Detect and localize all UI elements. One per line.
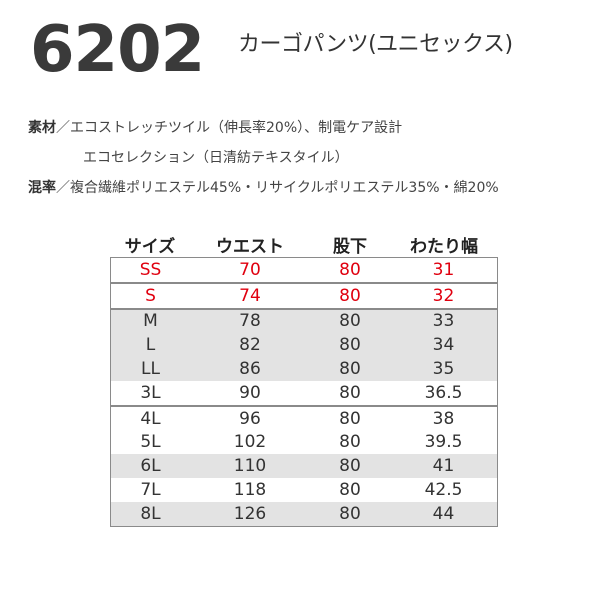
product-name: カーゴパンツ(ユニセックス) xyxy=(238,32,513,57)
waist-cell: 102 xyxy=(233,432,267,453)
waist-cell: 86 xyxy=(190,357,310,381)
header-inseam: 股下 xyxy=(333,236,367,257)
thigh-cell: 42.5 xyxy=(390,478,498,502)
table-row: 3L 90 80 36.5 xyxy=(110,380,498,406)
size-cell: LL xyxy=(110,357,190,381)
inseam-cell: 80 xyxy=(339,432,361,453)
inseam-cell: 80 xyxy=(339,480,361,501)
header-size: サイズ xyxy=(124,236,176,257)
waist-cell: 78 xyxy=(190,308,310,334)
waist-cell: 74 xyxy=(190,282,310,309)
table-row: M 78 80 33 xyxy=(110,308,498,334)
thigh-cell: 31 xyxy=(390,257,498,283)
thigh-cell: 35 xyxy=(390,357,498,381)
waist-cell: 70 xyxy=(190,257,310,283)
thigh-cell: 38 xyxy=(390,405,498,431)
blend-text: ／複合繊維ポリエステル45%・リサイクルポリエステル35%・綿20% xyxy=(56,180,499,196)
thigh-cell: 32 xyxy=(390,282,498,309)
size-cell: M xyxy=(110,308,190,334)
inseam-cell: 80 xyxy=(310,454,390,479)
inseam-cell: 80 xyxy=(310,333,390,358)
material-label: 素材 xyxy=(28,120,56,136)
table-row: 7L 118 80 42.5 xyxy=(110,478,498,502)
inseam-cell: 80 xyxy=(310,357,390,381)
size-cell: S xyxy=(110,282,190,309)
material-text: ／エコストレッチツイル（伸長率20%）、制電ケア設計 xyxy=(56,120,403,136)
waist-cell: 90 xyxy=(190,381,310,406)
thigh-cell: 34 xyxy=(390,333,498,358)
size-table: サイズ ウエスト 股下 わたり幅 SS 70 80 31 S 74 80 32 M 78 80 33 L… xyxy=(110,231,498,527)
inseam-cell: 80 xyxy=(310,381,390,406)
model-number: 6202 xyxy=(30,13,205,87)
table-row: 4L 96 80 38 xyxy=(110,405,498,431)
thigh-cell: 39.5 xyxy=(390,430,498,455)
material-sub: エコセレクション（日清紡テキスタイル） xyxy=(83,150,349,166)
material-spec: 素材／エコストレッチツイル（伸長率20%）、制電ケア設計 xyxy=(28,118,402,138)
thigh-cell: 36.5 xyxy=(390,380,498,406)
table-row: 5L 102 80 39.5 xyxy=(110,430,498,455)
header-thigh: わたり幅 xyxy=(410,236,478,257)
thigh-cell: 33 xyxy=(390,308,498,334)
inseam-cell: 80 xyxy=(310,308,390,334)
waist-cell: 82 xyxy=(190,333,310,358)
size-cell: 7L xyxy=(110,478,190,502)
header-waist: ウエスト xyxy=(216,236,284,257)
size-cell: 6L xyxy=(110,454,190,479)
inseam-cell: 80 xyxy=(310,257,390,283)
size-cell: 8L xyxy=(110,501,190,527)
size-cell: SS xyxy=(110,257,190,283)
size-cell: 5L xyxy=(110,430,190,455)
size-cell: L xyxy=(110,333,190,358)
table-row: LL 86 80 35 xyxy=(110,357,498,381)
size-cell: 3L xyxy=(110,380,190,406)
blend-label: 混率 xyxy=(28,180,56,196)
size-cell: 4L xyxy=(110,405,190,431)
table-row: SS 70 80 31 xyxy=(110,257,498,283)
thigh-cell: 44 xyxy=(390,501,498,527)
table-row: 6L 110 80 41 xyxy=(110,454,498,479)
size-table-header: サイズ ウエスト 股下 わたり幅 xyxy=(110,231,498,257)
table-row: L 82 80 34 xyxy=(110,333,498,358)
waist-cell: 96 xyxy=(190,405,310,431)
table-row: S 74 80 32 xyxy=(110,282,498,309)
inseam-cell: 80 xyxy=(310,282,390,309)
waist-cell: 126 xyxy=(190,501,310,527)
inseam-cell: 80 xyxy=(310,501,390,527)
inseam-cell: 80 xyxy=(310,405,390,431)
thigh-cell: 41 xyxy=(390,454,498,479)
waist-cell: 118 xyxy=(233,480,267,501)
blend-spec: 混率／複合繊維ポリエステル45%・リサイクルポリエステル35%・綿20% xyxy=(28,178,499,198)
waist-cell: 110 xyxy=(190,454,310,479)
table-row: 8L 126 80 44 xyxy=(110,501,498,527)
